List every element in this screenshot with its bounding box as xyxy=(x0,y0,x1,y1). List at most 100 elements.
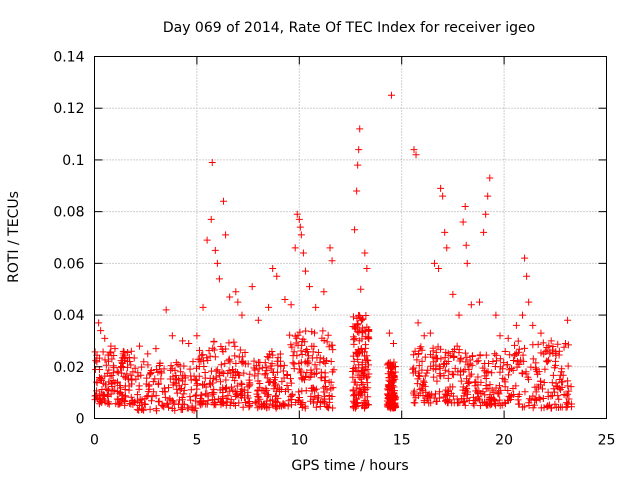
data-point xyxy=(355,337,363,345)
x-tick-label: 20 xyxy=(495,433,513,449)
data-point xyxy=(179,337,187,345)
data-point xyxy=(200,357,208,365)
data-point xyxy=(482,210,490,218)
data-point xyxy=(305,359,313,367)
data-point xyxy=(127,347,135,355)
data-point xyxy=(391,399,399,407)
data-point xyxy=(100,391,108,399)
data-point xyxy=(415,362,423,370)
data-point xyxy=(411,399,419,407)
data-point xyxy=(226,293,234,301)
data-point xyxy=(521,254,529,262)
data-point xyxy=(552,382,560,390)
data-point xyxy=(504,386,512,394)
data-point xyxy=(105,387,113,395)
data-point xyxy=(312,403,320,411)
data-point xyxy=(519,311,527,319)
data-point xyxy=(323,338,331,346)
data-point xyxy=(419,391,427,399)
data-point xyxy=(421,372,429,380)
data-point xyxy=(185,340,193,348)
data-point xyxy=(349,387,357,395)
data-point xyxy=(534,340,542,348)
data-point xyxy=(297,367,305,375)
data-point xyxy=(525,298,533,306)
data-point xyxy=(514,348,522,356)
data-point xyxy=(548,379,556,387)
data-point xyxy=(501,378,509,386)
data-point xyxy=(312,303,320,311)
data-point xyxy=(420,332,428,340)
data-point xyxy=(230,338,238,346)
data-point xyxy=(286,331,294,339)
data-point xyxy=(491,350,499,358)
data-point xyxy=(274,361,282,369)
data-point xyxy=(211,353,219,361)
data-point xyxy=(294,396,302,404)
data-point xyxy=(272,387,280,395)
data-point xyxy=(124,375,132,383)
data-point xyxy=(156,361,164,369)
data-point xyxy=(200,381,208,389)
data-point xyxy=(355,146,363,154)
data-point xyxy=(301,267,309,275)
data-point xyxy=(218,368,226,376)
data-point xyxy=(143,393,151,401)
data-point xyxy=(95,319,103,327)
data-point xyxy=(531,396,539,404)
data-point xyxy=(298,404,306,412)
data-point xyxy=(515,359,523,367)
data-point xyxy=(501,347,509,355)
y-tick-labels: 0 0.02 0.04 0.06 0.08 0.1 0.12 0.14 xyxy=(53,50,84,428)
data-point xyxy=(519,351,527,359)
data-point xyxy=(456,357,464,365)
data-point xyxy=(286,375,294,383)
data-point xyxy=(464,361,472,369)
data-point xyxy=(323,386,331,394)
data-point xyxy=(442,348,450,356)
data-point xyxy=(101,381,109,389)
data-point xyxy=(175,382,183,390)
data-point xyxy=(538,385,546,393)
data-point xyxy=(544,402,552,410)
data-point xyxy=(427,362,435,370)
data-point xyxy=(288,401,296,409)
data-point xyxy=(216,372,224,380)
data-point xyxy=(209,390,217,398)
data-point xyxy=(509,366,517,374)
data-point xyxy=(107,348,115,356)
data-point xyxy=(140,358,148,366)
data-point xyxy=(358,369,366,377)
data-point xyxy=(119,350,127,358)
data-point xyxy=(267,362,275,370)
data-point xyxy=(246,370,254,378)
data-point xyxy=(236,346,244,354)
data-point xyxy=(240,369,248,377)
data-point xyxy=(474,389,482,397)
data-point xyxy=(476,298,484,306)
data-point xyxy=(222,383,230,391)
data-point xyxy=(312,385,320,393)
data-point xyxy=(179,377,187,385)
data-point xyxy=(521,388,529,396)
data-point xyxy=(110,351,118,359)
data-point xyxy=(311,393,319,401)
data-point xyxy=(263,403,271,411)
data-point xyxy=(423,369,431,377)
data-point xyxy=(360,397,368,405)
data-point xyxy=(127,371,135,379)
data-point xyxy=(496,382,504,390)
data-point xyxy=(431,354,439,362)
data-point xyxy=(176,386,184,394)
data-point xyxy=(414,350,422,358)
data-point xyxy=(565,395,573,403)
data-point xyxy=(252,399,260,407)
data-point xyxy=(426,392,434,400)
data-point xyxy=(265,354,273,362)
data-point xyxy=(238,390,246,398)
data-point xyxy=(354,161,362,169)
data-point xyxy=(328,368,336,376)
data-point xyxy=(212,376,220,384)
data-point xyxy=(410,387,418,395)
data-point xyxy=(177,406,185,414)
